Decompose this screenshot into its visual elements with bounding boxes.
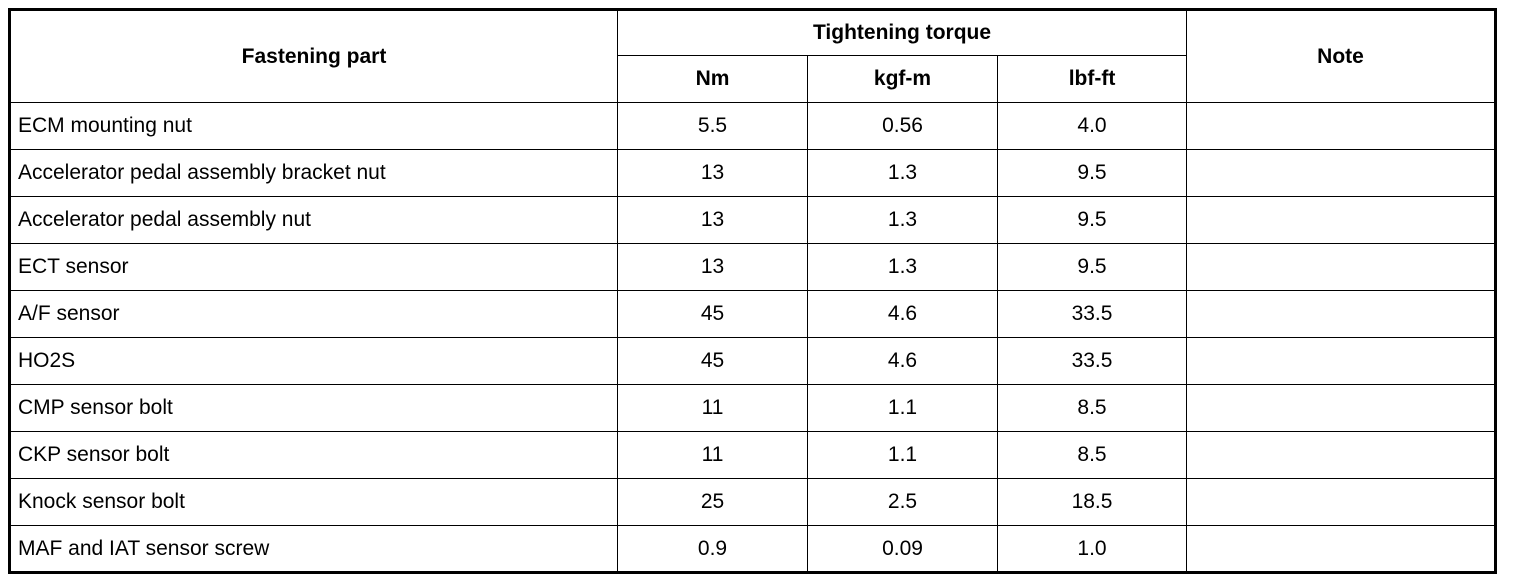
note-cell (1186, 478, 1497, 526)
part-cell: HO2S (9, 337, 618, 385)
value-cell: 13 (617, 243, 808, 291)
note-cell (1186, 243, 1497, 291)
value-cell: 4.6 (807, 290, 998, 338)
note-cell (1186, 102, 1497, 150)
value-cell: 33.5 (996, 337, 1188, 385)
table-row: ECM mounting nut 5.5 0.56 4.0 (9, 102, 1497, 150)
note-cell (1186, 431, 1497, 479)
value-cell: 5.5 (617, 102, 808, 150)
note-cell (1186, 337, 1497, 385)
value-cell: 45 (617, 337, 808, 385)
header-row: Nm kgf-m lbf-ft (10, 55, 1496, 103)
value-cell: 18.5 (996, 478, 1188, 526)
table-row: A/F sensor 45 4.6 33.5 (9, 290, 1497, 338)
part-cell: CKP sensor bolt (9, 431, 618, 479)
note-cell (1186, 196, 1497, 244)
note-cell (1186, 149, 1497, 197)
value-cell: 1.1 (807, 431, 998, 479)
table-row: HO2S 45 4.6 33.5 (9, 337, 1497, 385)
part-cell: A/F sensor (9, 290, 618, 338)
value-cell: 0.56 (807, 102, 998, 150)
value-cell: 33.5 (996, 290, 1188, 338)
table-body: ECM mounting nut 5.5 0.56 4.0 Accelerator pe… (9, 102, 1497, 573)
value-cell: 2.5 (807, 478, 998, 526)
value-cell: 9.5 (996, 196, 1188, 244)
value-cell: 45 (617, 290, 808, 338)
table-row: MAF and IAT sensor screw 0.9 0.09 1.0 (9, 525, 1497, 573)
value-cell: 1.3 (807, 243, 998, 291)
header-cell: Note (1186, 9, 1497, 103)
value-cell: 0.09 (807, 525, 998, 573)
value-cell: 1.3 (807, 149, 998, 197)
header-cell: Fastening part (9, 9, 618, 103)
table-row: Accelerator pedal assembly bracket nut 13… (9, 149, 1497, 197)
unit-cell: kgf-m (807, 55, 998, 103)
table-row: ECT sensor 13 1.3 9.5 (9, 243, 1497, 291)
table-row: CKP sensor bolt 11 1.1 8.5 (9, 431, 1497, 479)
table-row: CMP sensor bolt 11 1.1 8.5 (9, 384, 1497, 432)
value-cell: 1.3 (807, 196, 998, 244)
part-cell: ECT sensor (9, 243, 618, 291)
part-cell: Knock sensor bolt (9, 478, 618, 526)
header-cell: Tightening torque (616, 9, 1188, 56)
torque-table: Fastening part Tightening torque Note Nm… (8, 8, 1498, 574)
value-cell: 1.0 (996, 525, 1188, 573)
part-cell: MAF and IAT sensor screw (9, 525, 618, 573)
part-cell: CMP sensor bolt (9, 384, 618, 432)
value-cell: 4.0 (996, 102, 1188, 150)
value-cell: 8.5 (996, 431, 1188, 479)
table-head: Fastening part Tightening torque Note Nm… (9, 9, 1497, 103)
value-cell: 0.9 (617, 525, 808, 573)
value-cell: 11 (617, 384, 808, 432)
value-cell: 11 (617, 431, 808, 479)
unit-cell: lbf-ft (996, 55, 1188, 103)
header-row: Fastening part Tightening torque Note (9, 9, 1497, 103)
table-row: Accelerator pedal assembly nut 13 1.3 9.5 (9, 196, 1497, 244)
value-cell: 13 (617, 149, 808, 197)
part-cell: Accelerator pedal assembly bracket nut (9, 149, 618, 197)
table-row: Knock sensor bolt 25 2.5 18.5 (9, 478, 1497, 526)
part-cell: ECM mounting nut (9, 102, 618, 150)
value-cell: 25 (617, 478, 808, 526)
note-cell (1186, 384, 1497, 432)
value-cell: 9.5 (996, 243, 1188, 291)
note-cell (1186, 525, 1497, 573)
unit-cell: Nm (617, 55, 808, 103)
note-cell (1186, 290, 1497, 338)
value-cell: 1.1 (807, 384, 998, 432)
value-cell: 8.5 (996, 384, 1188, 432)
value-cell: 4.6 (807, 337, 998, 385)
value-cell: 9.5 (996, 149, 1188, 197)
part-cell: Accelerator pedal assembly nut (9, 196, 618, 244)
value-cell: 13 (617, 196, 808, 244)
